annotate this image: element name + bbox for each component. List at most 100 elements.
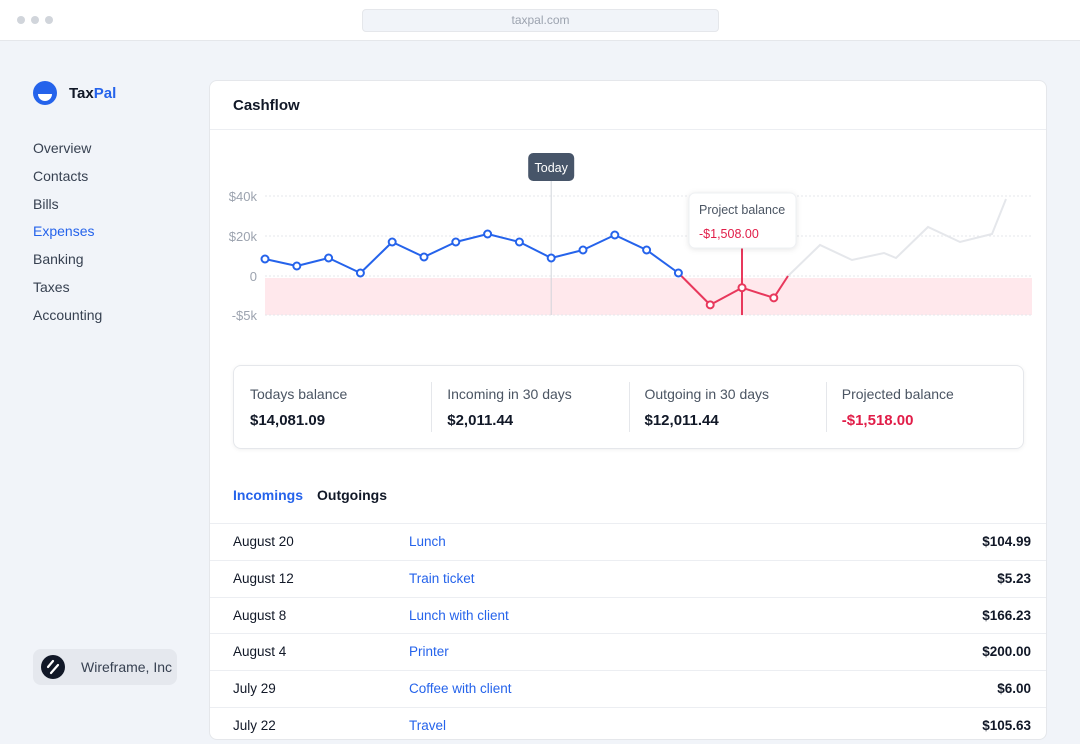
row-name-link[interactable]: Coffee with client: [409, 681, 512, 697]
data-point: [769, 293, 779, 303]
series-segment: [677, 272, 711, 306]
data-point: [737, 283, 747, 293]
tooltip-title: Project balance: [699, 203, 785, 217]
row-name-link[interactable]: Travel: [409, 718, 447, 733]
sidebar-item-bills[interactable]: Bills: [33, 195, 59, 212]
table-row: August 8 Lunch with client $166.23: [210, 596, 1046, 634]
table-row: August 12 Train ticket $5.23: [210, 559, 1046, 597]
row-amount: $6.00: [997, 681, 1031, 697]
row-date: July 22: [233, 718, 276, 733]
logo[interactable]: TaxPal: [33, 81, 116, 105]
series-segment: [614, 234, 648, 251]
stat-label: Todays balance: [250, 386, 348, 402]
data-point: [451, 237, 461, 247]
data-point: [387, 237, 397, 247]
org-logo-icon: [41, 655, 65, 679]
sidebar-item-expenses[interactable]: Expenses: [33, 223, 95, 240]
row-date: August 8: [233, 607, 287, 623]
stat-label: Projected balance: [841, 386, 954, 402]
series-segment: [709, 286, 743, 306]
row-date: August 12: [233, 570, 294, 586]
tab-incomings[interactable]: Incomings: [233, 487, 304, 503]
row-amount: $104.99: [982, 534, 1031, 549]
sidebar-item-contacts[interactable]: Contacts: [33, 167, 89, 184]
data-point: [483, 229, 493, 239]
data-point: [260, 254, 270, 264]
series-segment: [423, 241, 457, 258]
stat-value: $2,011.44: [447, 412, 514, 429]
today-badge: [528, 153, 575, 181]
org-name: Wireframe, Inc: [81, 659, 173, 675]
row-amount: $105.63: [982, 718, 1031, 733]
data-point: [610, 230, 620, 240]
data-point: [355, 268, 365, 278]
series-segment: [391, 241, 425, 258]
tooltip-box: [688, 192, 797, 249]
today-label: Today: [535, 161, 569, 175]
brand-name-accent: Pal: [93, 84, 117, 102]
tab-outgoings[interactable]: Outgoings: [317, 487, 388, 503]
browser-bar: taxpal.com: [0, 0, 1080, 41]
series-segment: [455, 233, 488, 243]
org-switcher[interactable]: Wireframe, Inc: [33, 649, 177, 685]
projected-line: [787, 198, 1007, 277]
row-name-link[interactable]: Lunch with client: [409, 607, 509, 623]
url-bar[interactable]: taxpal.com: [362, 9, 719, 32]
data-point: [514, 237, 524, 247]
row-amount: $5.23: [997, 570, 1031, 586]
sidebar-nav: Overview Contacts Bills Expenses Banking…: [33, 138, 102, 333]
row-name-link[interactable]: Printer: [409, 644, 449, 660]
data-point: [705, 300, 715, 310]
series-segment: [646, 249, 679, 274]
data-point: [546, 253, 556, 263]
stat-label: Incoming in 30 days: [447, 386, 572, 402]
sidebar-item-taxes[interactable]: Taxes: [33, 278, 70, 295]
window-dot: [45, 16, 53, 24]
stat-projected-balance: Projected balance -$1,518.00: [825, 366, 1023, 448]
series-segment: [359, 241, 393, 274]
stat-value: -$1,518.00: [841, 412, 914, 429]
table-row: August 4 Printer $200.00: [210, 633, 1046, 670]
logo-icon: [33, 81, 57, 105]
sidebar-item-banking[interactable]: Banking: [33, 251, 84, 268]
series-segment: [296, 257, 329, 267]
series-segment: [582, 234, 616, 251]
stat-value: $14,081.09: [250, 412, 326, 429]
brand-name: Tax: [69, 84, 94, 102]
row-name-link[interactable]: Lunch: [409, 534, 446, 549]
table-row: July 22 Travel $105.63: [210, 707, 1046, 744]
window-dot: [17, 16, 25, 24]
sidebar-item-overview[interactable]: Overview: [33, 140, 92, 156]
series-segment: [741, 286, 775, 299]
stat-outgoing: Outgoing in 30 days $12,011.44: [628, 366, 826, 448]
divider: [210, 129, 1046, 130]
series-segment: [518, 241, 552, 259]
stat-value: $12,011.44: [644, 412, 719, 429]
data-point: [673, 268, 683, 278]
sidebar-item-accounting[interactable]: Accounting: [33, 306, 103, 323]
stats-panel: Todays balance $14,081.09 Incoming in 30 …: [233, 365, 1024, 449]
series-segment: [264, 258, 298, 267]
table-row: July 29 Coffee with client $6.00: [210, 670, 1046, 707]
data-point: [642, 245, 652, 255]
cashflow-card: Cashflow $40k $20k 0 -$5k Today Project balan…: [209, 80, 1047, 740]
series-segment: [550, 249, 584, 259]
row-name-link[interactable]: Train ticket: [409, 570, 475, 586]
data-point: [292, 261, 302, 271]
stat-todays-balance: Todays balance $14,081.09: [234, 366, 431, 448]
y-tick-label: 0: [250, 269, 257, 284]
row-amount: $166.23: [982, 607, 1031, 623]
row-date: August 4: [233, 644, 287, 660]
data-point: [419, 252, 429, 262]
tooltip-value: -$1,508.00: [699, 227, 759, 241]
y-tick-label: -$5k: [232, 308, 258, 323]
series-segment: [487, 233, 520, 243]
window-dot: [31, 16, 39, 24]
stat-incoming: Incoming in 30 days $2,011.44: [431, 366, 628, 448]
cashflow-chart: $40k $20k 0 -$5k Today Project balance -$1,508…: [229, 153, 1032, 323]
data-point: [324, 253, 334, 263]
row-date: August 20: [233, 534, 294, 549]
y-tick-label: $40k: [229, 189, 258, 204]
stat-label: Outgoing in 30 days: [644, 386, 770, 402]
series-segment: [328, 257, 361, 274]
